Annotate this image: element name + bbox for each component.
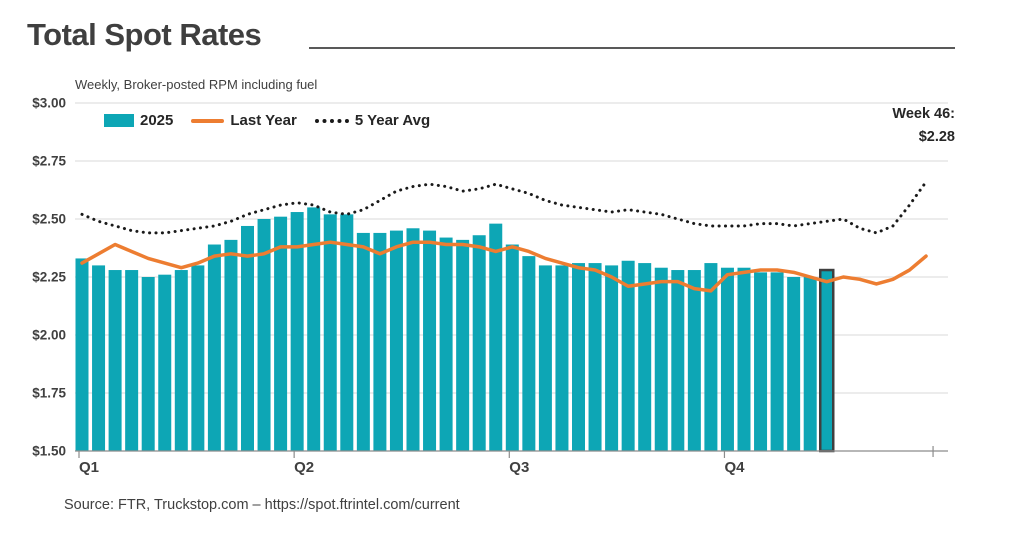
bar-week [224, 239, 238, 451]
bar-week [207, 244, 221, 451]
y-axis-label: $2.50 [32, 212, 66, 227]
bar-week [274, 216, 288, 451]
x-axis-label: Q3 [509, 459, 529, 476]
legend-label-5-year-avg: 5 Year Avg [354, 112, 431, 129]
bar-week [588, 263, 602, 451]
y-axis-label: $3.00 [32, 96, 66, 111]
chart-subtitle: Weekly, Broker-posted RPM including fuel [75, 77, 318, 92]
bar-week [406, 228, 420, 451]
source-note: Source: FTR, Truckstop.com – https://spo… [64, 497, 460, 513]
bar-week [687, 270, 701, 451]
bar-week [803, 277, 817, 451]
week-callout-value: $2.28 [918, 129, 955, 145]
chart-legend: 2025 Last Year 5 Year Avg [104, 112, 430, 129]
bar-week [754, 272, 768, 451]
bar-week [472, 235, 486, 451]
last-year-line [80, 240, 928, 293]
week-callout-label: Week 46: [892, 106, 955, 122]
bar-week [191, 265, 205, 451]
bar-week [373, 232, 387, 451]
legend-item-last-year: Last Year [191, 112, 297, 129]
legend-label-last-year: Last Year [230, 112, 297, 129]
bar-week [108, 270, 122, 451]
bar-week [257, 219, 271, 451]
y-axis-label: $1.50 [32, 444, 66, 459]
bar-week [456, 239, 470, 451]
week-callout: Week 46: $2.28 [892, 103, 955, 149]
bar-week [125, 270, 139, 451]
bar-week [158, 274, 172, 451]
bar-week [737, 267, 751, 451]
bar-week [389, 230, 403, 451]
bar-swatch-icon [104, 114, 134, 127]
bar-week [654, 267, 668, 451]
y-axis-label: $2.75 [32, 154, 66, 169]
y-axis-label: $1.75 [32, 386, 66, 401]
bar-week [720, 267, 734, 451]
five-year-avg-line [80, 180, 928, 235]
bar-week [671, 270, 685, 451]
bar-week [489, 223, 503, 451]
bar-week [538, 265, 552, 451]
legend-item-2025: 2025 [104, 112, 173, 129]
bar-week [423, 230, 437, 451]
bar-week [787, 277, 801, 451]
bar-week [241, 225, 254, 451]
x-axis-label: Q1 [79, 459, 99, 476]
bar-week [92, 265, 106, 451]
y-axis-label: $2.00 [32, 328, 66, 343]
bar-week [174, 270, 188, 451]
bar-week [704, 263, 718, 451]
bar-week [522, 256, 536, 451]
bar-week [770, 272, 784, 451]
bar-week [621, 260, 635, 451]
bar-week [605, 265, 619, 451]
bar-week [572, 263, 585, 451]
bar-week [141, 277, 155, 451]
legend-item-5-year-avg: 5 Year Avg [314, 112, 431, 129]
bar-week [323, 214, 337, 451]
legend-label-2025: 2025 [140, 112, 174, 129]
page-title: Total Spot Rates [27, 17, 262, 52]
bar-week [439, 237, 453, 451]
bar-week [75, 258, 89, 451]
y-axis-label: $2.25 [32, 270, 66, 285]
title-underline [309, 47, 955, 49]
bar-week-current [819, 268, 835, 453]
bar-week [638, 263, 652, 451]
line-swatch-icon [191, 118, 225, 123]
bar-week [555, 265, 569, 451]
x-axis-label: Q2 [294, 459, 314, 476]
dotted-line-swatch-icon [314, 118, 349, 123]
bar-week [340, 214, 354, 451]
x-axis-label: Q4 [724, 459, 745, 476]
bar-week [505, 244, 519, 451]
bar-week [356, 232, 370, 451]
bar-week [307, 207, 321, 451]
bar-week [290, 212, 304, 451]
